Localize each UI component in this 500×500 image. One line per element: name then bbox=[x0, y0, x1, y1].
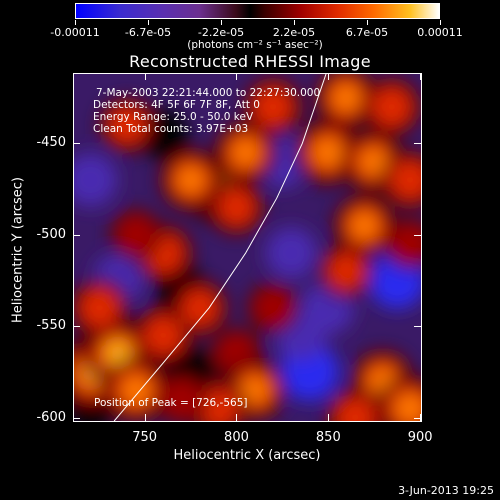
x-tick bbox=[144, 414, 146, 421]
colorbar-tick bbox=[147, 20, 149, 25]
y-tick-label: -550 bbox=[36, 318, 66, 334]
heatmap-cell bbox=[231, 138, 260, 167]
heatmap-cell bbox=[373, 88, 411, 126]
colorbar-tick bbox=[74, 20, 76, 25]
heatmap-cell bbox=[177, 166, 205, 194]
colorbar-tick-label: 2.2e-05 bbox=[272, 26, 316, 39]
heatmap-cell bbox=[241, 376, 269, 404]
energy-range-label: Energy Range: 25.0 - 50.0 keV bbox=[93, 111, 254, 123]
heatmap-cell bbox=[313, 138, 343, 168]
image-plot: 7-May-2003 22:21:44.000 to 22:27:30.000 … bbox=[73, 73, 422, 422]
x-tick bbox=[144, 73, 146, 80]
plot-title: Reconstructed RHESSI Image bbox=[129, 52, 371, 71]
heatmap-cell bbox=[144, 316, 183, 354]
heatmap-cell bbox=[160, 377, 204, 421]
x-tick bbox=[328, 414, 330, 421]
y-tick bbox=[73, 142, 80, 144]
y-tick-label: -500 bbox=[36, 226, 66, 242]
x-tick-label: 900 bbox=[407, 430, 433, 445]
colorbar-tick-label: -2.2e-05 bbox=[197, 26, 245, 39]
heatmap-cell bbox=[395, 393, 421, 421]
y-tick bbox=[73, 234, 80, 236]
heatmap-cell bbox=[74, 153, 117, 207]
heatmap-cell bbox=[336, 398, 374, 421]
x-tick bbox=[328, 73, 330, 80]
heatmap-svg bbox=[74, 74, 421, 421]
heatmap-cell bbox=[391, 161, 421, 199]
heatmap-cell bbox=[199, 389, 237, 421]
heatmap-cell bbox=[108, 343, 128, 364]
colorbar-tick-label: 6.7e-05 bbox=[345, 26, 389, 39]
y-tick bbox=[73, 326, 80, 328]
y-tick-label: -450 bbox=[36, 134, 66, 150]
clean-counts-label: Clean Total counts: 3.97E+03 bbox=[93, 123, 249, 135]
colorbar bbox=[75, 3, 440, 19]
peak-position-label: Position of Peak = [726,-565] bbox=[94, 397, 248, 409]
x-tick-label: 800 bbox=[224, 430, 249, 445]
x-tick bbox=[236, 73, 238, 80]
colorbar-tick bbox=[366, 20, 368, 25]
timestamp-label: 3-Jun-2013 19:25 bbox=[398, 484, 494, 497]
x-tick bbox=[236, 414, 238, 421]
y-tick bbox=[414, 142, 421, 144]
x-tick-label: 750 bbox=[132, 430, 158, 445]
heatmap-cell bbox=[251, 286, 295, 330]
heatmap-cell bbox=[121, 375, 151, 405]
heatmap-cell bbox=[388, 222, 421, 266]
colorbar-tick bbox=[293, 20, 295, 25]
colorbar-tick bbox=[220, 20, 222, 25]
y-tick bbox=[414, 234, 421, 236]
x-tick-label: 850 bbox=[315, 430, 341, 445]
heatmap-cell bbox=[350, 211, 379, 240]
time-range-label: 7-May-2003 22:21:44.000 to 22:27:30.000 bbox=[96, 87, 321, 99]
heatmap-cell bbox=[109, 107, 145, 143]
x-tick bbox=[420, 414, 422, 421]
colorbar-tick-label: 0.00011 bbox=[417, 26, 463, 39]
detectors-label: Detectors: 4F 5F 6F 7F 8F, Att 0 bbox=[93, 99, 260, 111]
y-tick bbox=[414, 326, 421, 328]
heatmap-cell bbox=[265, 227, 317, 279]
y-tick-label: -600 bbox=[36, 410, 66, 426]
heatmap-cell bbox=[182, 290, 218, 326]
y-tick bbox=[414, 418, 421, 420]
x-axis-label: Heliocentric X (arcsec) bbox=[173, 448, 321, 463]
solar-limb-line bbox=[113, 74, 327, 421]
colorbar-tick-label: -6.7e-05 bbox=[124, 26, 172, 39]
heatmap-cell bbox=[81, 289, 119, 327]
heatmap-blobs bbox=[74, 74, 421, 421]
heatmap-cell bbox=[219, 189, 254, 225]
heatmap-cell bbox=[254, 88, 292, 126]
colorbar-tick bbox=[439, 20, 441, 25]
heatmap-cell bbox=[359, 147, 388, 176]
heatmap-cell bbox=[328, 253, 364, 289]
y-tick bbox=[73, 418, 80, 420]
heatmap-cell bbox=[332, 83, 360, 112]
colorbar-units: (photons cm⁻² s⁻¹ asec⁻²) bbox=[187, 39, 323, 51]
y-axis-label: Heliocentric Y (arcsec) bbox=[10, 177, 26, 323]
colorbar-tick-label: -0.00011 bbox=[50, 26, 100, 39]
heatmap-cell bbox=[114, 213, 158, 256]
x-tick bbox=[420, 73, 422, 80]
